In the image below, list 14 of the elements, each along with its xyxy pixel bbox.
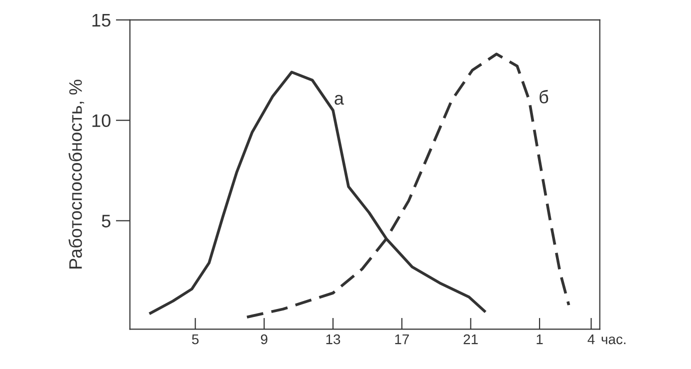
x-tick-label: 9: [260, 334, 268, 344]
y-tick-label: 10: [92, 114, 110, 128]
x-tick-label: 17: [395, 334, 409, 344]
x-tick-label: 21: [464, 334, 478, 344]
x-tick-label: 4: [588, 334, 595, 344]
x-tick-label: 5: [192, 334, 199, 344]
y-tick-label: 15: [92, 14, 110, 27]
y-tick-label: 5: [102, 214, 110, 228]
y-axis-title: Работоспособность, %: [68, 80, 84, 268]
x-tick-label: 13: [326, 334, 340, 344]
x-tick-label: 1: [536, 334, 543, 344]
x-axis-title: час.: [602, 336, 626, 344]
series-label: а: [334, 94, 344, 105]
series-label: б: [540, 90, 548, 104]
